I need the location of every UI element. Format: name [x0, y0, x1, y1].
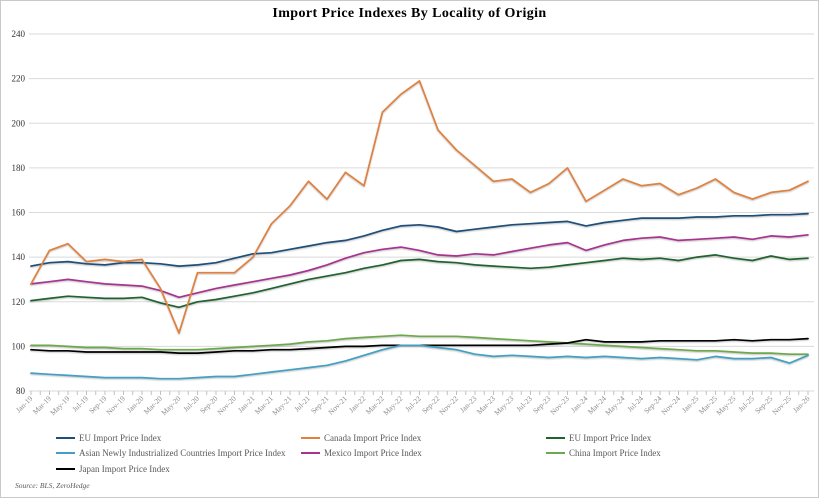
series-line-canada-import-price-index	[30, 80, 809, 334]
series-lines	[30, 80, 809, 380]
y-tick-label: 220	[12, 74, 26, 84]
y-tick-label: 100	[12, 341, 26, 351]
x-tick-label: May-21	[270, 394, 293, 417]
y-tick-label: 160	[12, 208, 26, 218]
y-tick-label: 80	[16, 386, 26, 396]
chart-title: Import Price Indexes By Locality of Orig…	[272, 6, 547, 21]
x-tick-label: Jan-26	[791, 394, 812, 415]
series-line-asian-newly-industrialized-countries-import-price-index	[30, 344, 809, 380]
x-tick-label: May-25	[714, 394, 737, 417]
y-tick-label: 120	[12, 297, 26, 307]
x-tick-label: Nov-25	[770, 394, 793, 417]
source-note: Source: BLS, ZeroHedge	[15, 481, 90, 490]
series-line-china-import-price-index	[30, 334, 809, 356]
x-tick-label: May-24	[603, 394, 626, 417]
x-tick-label: Nov-22	[437, 394, 460, 417]
y-tick-label: 200	[12, 118, 26, 128]
x-tick-label: Jul-23	[514, 394, 534, 414]
x-tick-label: Jul-22	[403, 394, 423, 414]
x-tick-label: Jul-20	[181, 394, 201, 414]
y-tick-label: 180	[12, 163, 26, 173]
y-tick-label: 140	[12, 252, 26, 262]
series-line-mexico-import-price-index	[30, 233, 809, 299]
x-tick-label: May-22	[381, 394, 404, 417]
x-tick-label: Nov-24	[659, 394, 682, 417]
x-tick-label: Jul-24	[625, 394, 645, 414]
y-tick-label: 240	[12, 29, 26, 39]
x-tick-label: Nov-23	[548, 394, 571, 417]
x-tick-label: Nov-19	[104, 394, 127, 417]
series-line-eu-import-price-index	[30, 254, 809, 309]
x-tick-label: May-23	[492, 394, 515, 417]
x-tick-label: Jul-21	[292, 394, 312, 414]
x-tick-label: Jul-19	[70, 394, 90, 414]
x-tick-label: May-20	[159, 394, 182, 417]
x-tick-label: Nov-20	[215, 394, 238, 417]
x-tick-label: May-19	[48, 394, 71, 417]
x-tick-label: Jul-25	[736, 394, 756, 414]
series-line-eu-import-price-index	[30, 212, 809, 267]
x-tick-label: Nov-21	[326, 394, 349, 417]
